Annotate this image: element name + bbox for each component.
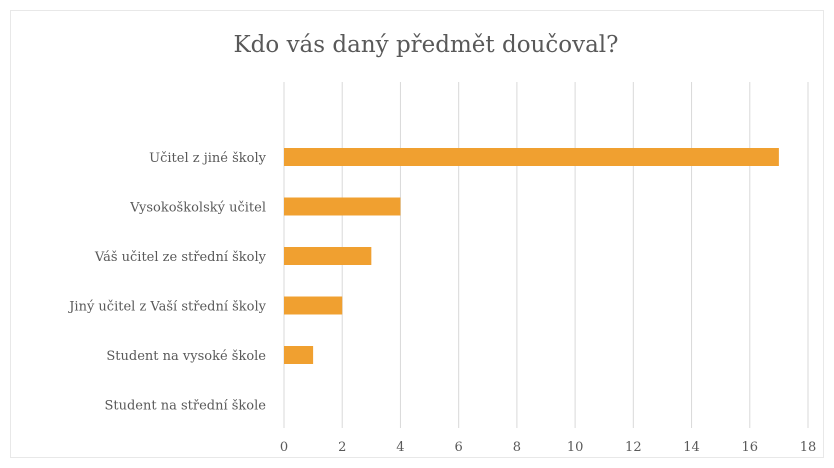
x-tick-label: 8 [513, 440, 521, 455]
bar [284, 197, 401, 216]
x-tick-label: 4 [396, 440, 404, 455]
category-label: Jiný učitel z Vaší střední školy [67, 300, 266, 315]
x-tick-label: 16 [742, 440, 759, 455]
category-label: Vysokoškolský učitel [129, 201, 266, 216]
x-tick-label: 0 [280, 440, 288, 455]
category-label: Student na střední škole [104, 399, 266, 414]
chart-frame [10, 10, 824, 458]
bar [284, 296, 343, 315]
category-label: Učitel z jiné školy [149, 151, 267, 166]
bar [284, 148, 779, 166]
x-tick-label: 14 [683, 440, 700, 455]
chart-title: Kdo vás daný předmět doučoval? [234, 32, 619, 58]
category-label: Student na vysoké škole [106, 349, 266, 364]
bar [284, 247, 372, 265]
bars [284, 148, 779, 364]
x-tick-label: 6 [455, 440, 463, 455]
category-labels: Učitel z jiné školy Vysokoškolský učitel V… [67, 151, 266, 414]
x-tick-label: 10 [567, 440, 584, 455]
category-label: Váš učitel ze střední školy [94, 250, 267, 265]
x-tick-label: 18 [800, 440, 817, 455]
x-tick-labels: 0 2 4 6 8 10 12 14 16 18 [280, 440, 816, 455]
x-tick-label: 2 [338, 440, 346, 455]
gridlines [283, 82, 809, 428]
x-tick-label: 12 [625, 440, 642, 455]
bar [284, 346, 314, 364]
